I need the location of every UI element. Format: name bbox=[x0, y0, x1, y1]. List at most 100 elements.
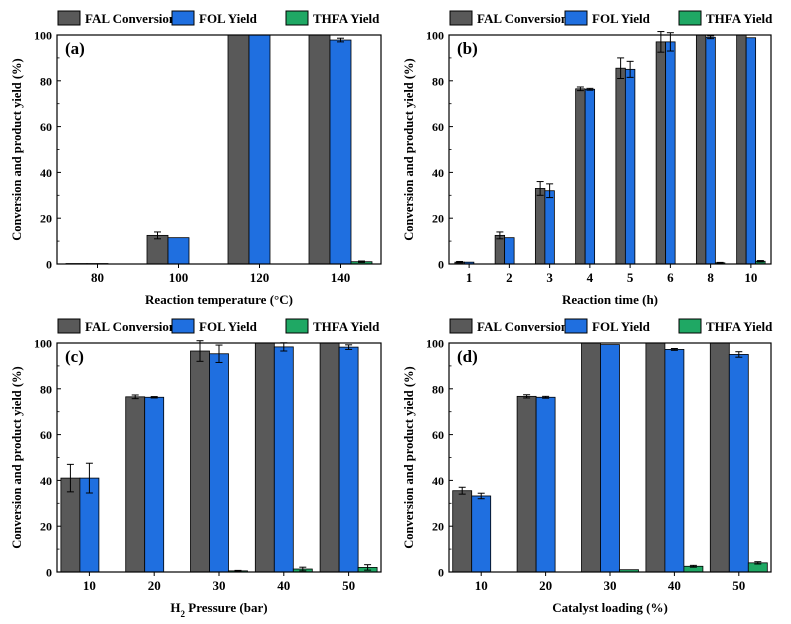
legend-swatch-fol bbox=[564, 10, 588, 26]
x-tick-label: 10 bbox=[83, 578, 96, 593]
legend-label-thfa: THFA Yield bbox=[706, 319, 773, 334]
legend-swatch-thfa bbox=[678, 318, 702, 334]
y-tick-label: 80 bbox=[40, 382, 52, 396]
y-tick-label: 40 bbox=[40, 474, 52, 488]
bar-fal-40 bbox=[254, 342, 275, 573]
error-bar-fol-8 bbox=[707, 35, 715, 40]
y-tick-label: 100 bbox=[34, 337, 52, 351]
legend-label-fol: FOL Yield bbox=[199, 319, 258, 334]
panel-label: (c) bbox=[65, 347, 84, 366]
legend-label-thfa: THFA Yield bbox=[313, 11, 380, 26]
x-tick-label: 140 bbox=[331, 270, 351, 285]
x-tick-label: 50 bbox=[342, 578, 355, 593]
error-bar-thfa-40 bbox=[299, 566, 307, 572]
y-axis-title: Conversion and product yield (%) bbox=[10, 58, 24, 240]
x-tick-label: 100 bbox=[169, 270, 189, 285]
error-bar-fol-30 bbox=[215, 344, 223, 363]
error-bar-thfa-8 bbox=[716, 261, 724, 264]
bar-fol-40 bbox=[664, 349, 685, 573]
bar-fol-20 bbox=[144, 396, 165, 573]
error-bar-fol-10 bbox=[85, 462, 93, 494]
y-tick-label: 60 bbox=[432, 120, 444, 134]
error-bar-fal-3 bbox=[536, 181, 544, 196]
x-tick-label: 120 bbox=[250, 270, 270, 285]
y-axis-title: Conversion and product yield (%) bbox=[402, 366, 416, 548]
legend-swatch-fol bbox=[564, 318, 588, 334]
y-tick-label: 0 bbox=[46, 258, 52, 272]
error-bar-fal-20 bbox=[131, 394, 139, 400]
bar-fal-40 bbox=[645, 342, 666, 573]
error-bar-fal-20 bbox=[523, 394, 531, 399]
bar-fal-10 bbox=[452, 490, 473, 573]
bar-fol-2 bbox=[504, 237, 515, 265]
x-tick-label: 40 bbox=[277, 578, 290, 593]
y-tick-label: 40 bbox=[432, 166, 444, 180]
bar-fol-8 bbox=[705, 36, 716, 265]
x-axis-title: Catalyst loading (%) bbox=[552, 600, 668, 615]
x-tick-label: 5 bbox=[627, 270, 634, 285]
bar-fal-2 bbox=[494, 234, 506, 265]
y-tick-label: 60 bbox=[40, 428, 52, 442]
legend-swatch-fal bbox=[449, 318, 473, 334]
bar-fol-100 bbox=[167, 237, 190, 265]
y-tick-label: 100 bbox=[34, 29, 52, 43]
error-bar-fal-4 bbox=[576, 86, 584, 92]
x-tick-label: 50 bbox=[732, 578, 745, 593]
bar-fal-120 bbox=[227, 34, 250, 265]
error-bar-fol-6 bbox=[666, 32, 674, 52]
x-tick-label: 80 bbox=[91, 270, 104, 285]
bar-fol-5 bbox=[624, 68, 636, 265]
legend-swatch-fal bbox=[449, 10, 473, 26]
x-tick-label: 3 bbox=[546, 270, 553, 285]
legend-swatch-thfa bbox=[285, 10, 309, 26]
bar-fol-30 bbox=[209, 353, 229, 573]
x-tick-label: 40 bbox=[668, 578, 681, 593]
panel-c: FAL Conversion FOL Yield THFA Yield 10 20 30 4… bbox=[10, 318, 382, 619]
bar-fal-4 bbox=[575, 88, 586, 265]
y-axis-title: Conversion and product yield (%) bbox=[402, 58, 416, 240]
bar-fol-10 bbox=[745, 37, 757, 265]
error-bar-fol-10 bbox=[477, 492, 485, 500]
panel-d: FAL Conversion FOL Yield THFA Yield 10 20 30 4… bbox=[402, 318, 773, 615]
error-bar-fal-2 bbox=[496, 231, 504, 240]
bar-fal-5 bbox=[615, 67, 626, 265]
bar-fol-10 bbox=[471, 495, 492, 573]
panel-b: FAL Conversion FOL Yield THFA Yield 1 2 3 4 5 6 8… bbox=[402, 10, 773, 307]
bar-fol-50 bbox=[338, 346, 359, 573]
y-tick-label: 0 bbox=[438, 258, 444, 272]
legend-swatch-fal bbox=[57, 10, 81, 26]
y-tick-label: 40 bbox=[40, 166, 52, 180]
x-tick-label: 6 bbox=[667, 270, 674, 285]
y-tick-label: 60 bbox=[40, 120, 52, 134]
error-bar-fol-20 bbox=[150, 396, 158, 399]
error-bar-fol-50 bbox=[345, 344, 353, 350]
y-tick-label: 20 bbox=[40, 520, 52, 534]
y-tick-label: 20 bbox=[432, 520, 444, 534]
bar-fal-10 bbox=[736, 34, 747, 265]
bar-fol-3 bbox=[544, 190, 555, 265]
error-bar-fal-1 bbox=[456, 260, 464, 264]
bar-fal-140 bbox=[308, 34, 331, 265]
error-bar-fol-3 bbox=[546, 183, 554, 199]
y-tick-label: 80 bbox=[40, 74, 52, 88]
legend-swatch-fol bbox=[171, 10, 195, 26]
error-bar-fol-140 bbox=[337, 37, 344, 43]
bar-fol-50 bbox=[728, 354, 749, 573]
legend-label-fal: FAL Conversion bbox=[85, 11, 177, 26]
bar-fal-3 bbox=[534, 188, 546, 265]
error-bar-thfa-140 bbox=[358, 260, 365, 263]
legend-swatch-fol bbox=[171, 318, 195, 334]
bar-fal-100 bbox=[146, 234, 169, 265]
error-bar-fal-10 bbox=[458, 486, 466, 495]
panel-label: (a) bbox=[65, 39, 85, 58]
bar-fol-6 bbox=[665, 41, 676, 265]
y-tick-label: 0 bbox=[438, 566, 444, 580]
legend-label-fol: FOL Yield bbox=[592, 11, 651, 26]
bar-fol-120 bbox=[248, 34, 271, 265]
error-bar-fal-5 bbox=[617, 57, 625, 80]
legend-label-fal: FAL Conversion bbox=[477, 319, 569, 334]
x-tick-label: 20 bbox=[148, 578, 161, 593]
x-tick-label: 10 bbox=[475, 578, 488, 593]
error-bar-thfa-10 bbox=[756, 260, 764, 263]
panel-label: (b) bbox=[457, 39, 478, 58]
